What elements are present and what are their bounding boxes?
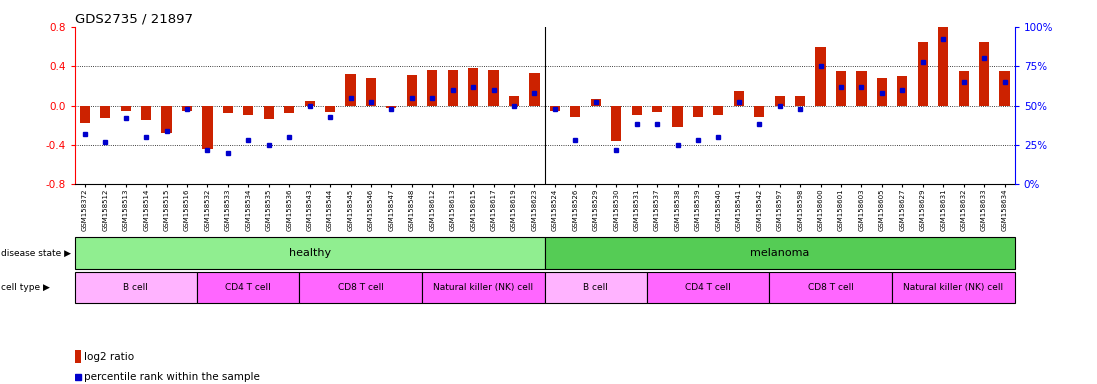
Bar	[754, 106, 765, 118]
Bar	[570, 106, 580, 118]
Text: log2 ratio: log2 ratio	[84, 351, 135, 361]
Bar	[544, 272, 647, 303]
Text: Natural killer (NK) cell: Natural killer (NK) cell	[903, 283, 1004, 292]
Bar	[938, 14, 948, 106]
Bar	[100, 106, 111, 118]
Bar	[892, 272, 1015, 303]
Bar	[305, 101, 315, 106]
Bar	[80, 106, 90, 123]
Text: GDS2735 / 21897: GDS2735 / 21897	[75, 13, 193, 26]
Bar	[75, 350, 81, 363]
Bar	[407, 75, 417, 106]
Text: Natural killer (NK) cell: Natural killer (NK) cell	[433, 283, 533, 292]
Text: cell type ▶: cell type ▶	[1, 283, 50, 292]
Bar	[590, 99, 601, 106]
Bar	[857, 71, 867, 106]
Text: CD4 T cell: CD4 T cell	[686, 283, 731, 292]
Bar	[652, 106, 663, 113]
Bar	[509, 96, 519, 106]
Text: B cell: B cell	[584, 283, 608, 292]
Bar	[468, 68, 478, 106]
Bar	[488, 70, 499, 106]
Bar	[325, 106, 336, 113]
Text: CD8 T cell: CD8 T cell	[807, 283, 853, 292]
Bar	[734, 91, 744, 106]
Bar	[544, 237, 1015, 269]
Bar	[427, 70, 438, 106]
Bar	[263, 106, 274, 119]
Bar	[979, 41, 989, 106]
Bar	[365, 78, 376, 106]
Bar	[197, 272, 299, 303]
Bar	[530, 73, 540, 106]
Text: disease state ▶: disease state ▶	[1, 248, 71, 258]
Bar	[422, 272, 544, 303]
Text: CD8 T cell: CD8 T cell	[338, 283, 384, 292]
Bar	[795, 96, 805, 106]
Bar	[672, 106, 682, 127]
Bar	[75, 237, 544, 269]
Bar	[769, 272, 892, 303]
Text: CD4 T cell: CD4 T cell	[226, 283, 271, 292]
Bar	[284, 106, 294, 114]
Bar	[632, 106, 642, 116]
Bar	[161, 106, 171, 133]
Bar	[999, 71, 1009, 106]
Bar	[142, 106, 151, 120]
Bar	[774, 96, 784, 106]
Text: B cell: B cell	[124, 283, 148, 292]
Bar	[121, 106, 131, 111]
Text: melanoma: melanoma	[750, 248, 810, 258]
Bar	[815, 46, 826, 106]
Bar	[959, 71, 969, 106]
Bar	[244, 106, 253, 116]
Text: healthy: healthy	[289, 248, 330, 258]
Text: percentile rank within the sample: percentile rank within the sample	[84, 372, 260, 382]
Bar	[550, 106, 559, 111]
Bar	[877, 78, 887, 106]
Bar	[611, 106, 621, 141]
Bar	[386, 106, 396, 108]
Bar	[182, 106, 192, 111]
Bar	[693, 106, 703, 118]
Bar	[299, 272, 422, 303]
Bar	[897, 76, 907, 106]
Bar	[836, 71, 846, 106]
Bar	[448, 70, 457, 106]
Bar	[918, 41, 928, 106]
Bar	[202, 106, 213, 149]
Bar	[647, 272, 769, 303]
Bar	[223, 106, 233, 114]
Bar	[346, 74, 355, 106]
Bar	[713, 106, 724, 116]
Bar	[75, 272, 197, 303]
